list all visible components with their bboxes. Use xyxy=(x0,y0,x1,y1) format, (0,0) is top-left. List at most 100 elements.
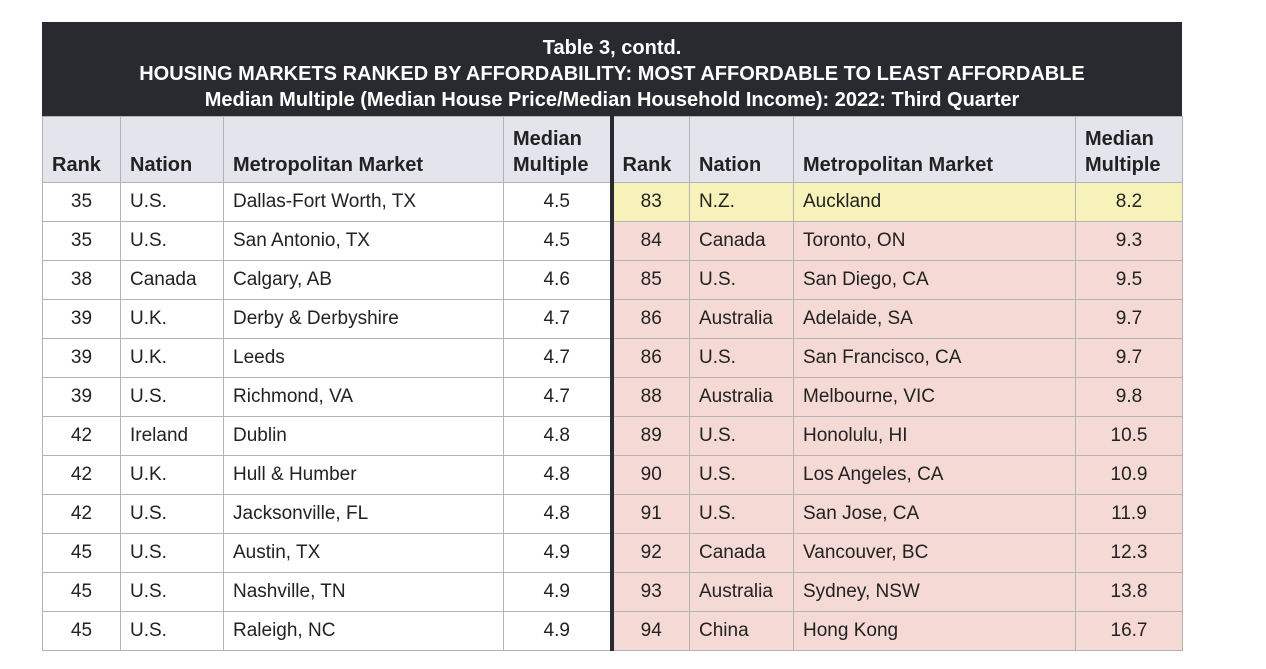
cell-rank-left: 45 xyxy=(42,611,121,651)
table-row: 39 U.K. Leeds 4.7 86 U.S. San Francisco, CA 9.7 xyxy=(42,338,1183,378)
cell-nation-right: U.S. xyxy=(689,494,794,534)
header-rank-left: Rank xyxy=(42,116,121,183)
cell-market-right: San Francisco, CA xyxy=(793,338,1076,378)
cell-nation-right: China xyxy=(689,611,794,651)
cell-multiple-right: 10.5 xyxy=(1075,416,1183,456)
cell-multiple-left: 4.9 xyxy=(503,572,612,612)
cell-rank-right: 85 xyxy=(609,260,690,300)
header-nation-left: Nation xyxy=(120,116,224,183)
cell-rank-left: 42 xyxy=(42,494,121,534)
cell-multiple-right: 8.2 xyxy=(1075,182,1183,222)
cell-market-right: Adelaide, SA xyxy=(793,299,1076,339)
cell-rank-left: 45 xyxy=(42,533,121,573)
cell-market-right: Melbourne, VIC xyxy=(793,377,1076,417)
cell-market-left: Nashville, TN xyxy=(223,572,504,612)
cell-rank-right: 94 xyxy=(609,611,690,651)
cell-market-left: Dallas-Fort Worth, TX xyxy=(223,182,504,222)
cell-multiple-right: 9.8 xyxy=(1075,377,1183,417)
cell-nation-left: Canada xyxy=(120,260,224,300)
cell-market-left: San Antonio, TX xyxy=(223,221,504,261)
cell-multiple-right: 9.5 xyxy=(1075,260,1183,300)
cell-nation-right: Australia xyxy=(689,377,794,417)
cell-market-right: Auckland xyxy=(793,182,1076,222)
header-rank-right: Rank xyxy=(609,116,690,183)
table-body: 35 U.S. Dallas-Fort Worth, TX 4.5 83 N.Z. Auck… xyxy=(42,182,1183,651)
table-row: 45 U.S. Austin, TX 4.9 92 Canada Vancouver, BC… xyxy=(42,533,1183,573)
cell-rank-left: 38 xyxy=(42,260,121,300)
cell-nation-right: U.S. xyxy=(689,260,794,300)
cell-rank-left: 39 xyxy=(42,299,121,339)
cell-rank-right: 83 xyxy=(609,182,690,222)
cell-market-left: Richmond, VA xyxy=(223,377,504,417)
cell-nation-right: U.S. xyxy=(689,338,794,378)
cell-nation-left: U.S. xyxy=(120,533,224,573)
cell-nation-left: U.S. xyxy=(120,572,224,612)
header-multiple-line2: Multiple xyxy=(513,154,589,176)
cell-rank-left: 45 xyxy=(42,572,121,612)
cell-market-right: Honolulu, HI xyxy=(793,416,1076,456)
table-title: HOUSING MARKETS RANKED BY AFFORDABILITY:… xyxy=(139,63,1085,85)
cell-market-right: Toronto, ON xyxy=(793,221,1076,261)
cell-market-left: Derby & Derbyshire xyxy=(223,299,504,339)
cell-multiple-left: 4.7 xyxy=(503,377,612,417)
table-row: 35 U.S. Dallas-Fort Worth, TX 4.5 83 N.Z. Auck… xyxy=(42,182,1183,222)
table-row: 38 Canada Calgary, AB 4.6 85 U.S. San Diego, C… xyxy=(42,260,1183,300)
cell-nation-right: U.S. xyxy=(689,455,794,495)
header-multiple-line1: Median xyxy=(513,128,582,150)
header-market-right: Metropolitan Market xyxy=(793,116,1076,183)
cell-rank-left: 39 xyxy=(42,338,121,378)
cell-market-left: Leeds xyxy=(223,338,504,378)
cell-market-right: Los Angeles, CA xyxy=(793,455,1076,495)
header-row: Rank Nation Metropolitan Market Median Mu… xyxy=(42,116,1183,183)
header-multiple-left: Median Multiple xyxy=(503,116,612,183)
cell-nation-left: U.K. xyxy=(120,455,224,495)
table-caption: Table 3, contd. xyxy=(542,37,682,59)
table-title-block: Table 3, contd. HOUSING MARKETS RANKED B… xyxy=(42,22,1182,116)
cell-multiple-left: 4.9 xyxy=(503,611,612,651)
table-row: 45 U.S. Raleigh, NC 4.9 94 China Hong Kong 16.7 xyxy=(42,611,1183,651)
cell-multiple-right: 9.7 xyxy=(1075,338,1183,378)
cell-nation-right: Australia xyxy=(689,299,794,339)
cell-market-right: Sydney, NSW xyxy=(793,572,1076,612)
cell-market-left: Dublin xyxy=(223,416,504,456)
cell-nation-right: Canada xyxy=(689,221,794,261)
cell-rank-right: 88 xyxy=(609,377,690,417)
cell-market-right: San Diego, CA xyxy=(793,260,1076,300)
cell-rank-right: 91 xyxy=(609,494,690,534)
cell-nation-right: U.S. xyxy=(689,416,794,456)
header-market-left: Metropolitan Market xyxy=(223,116,504,183)
cell-nation-left: U.S. xyxy=(120,182,224,222)
cell-market-left: Jacksonville, FL xyxy=(223,494,504,534)
header-multiple-line1: Median xyxy=(1085,128,1154,150)
cell-multiple-right: 9.3 xyxy=(1075,221,1183,261)
cell-multiple-left: 4.6 xyxy=(503,260,612,300)
cell-market-left: Hull & Humber xyxy=(223,455,504,495)
cell-rank-right: 86 xyxy=(609,338,690,378)
cell-rank-left: 35 xyxy=(42,182,121,222)
cell-rank-left: 39 xyxy=(42,377,121,417)
cell-rank-right: 92 xyxy=(609,533,690,573)
table-row: 45 U.S. Nashville, TN 4.9 93 Australia Sydney,… xyxy=(42,572,1183,612)
cell-rank-right: 89 xyxy=(609,416,690,456)
cell-rank-left: 35 xyxy=(42,221,121,261)
cell-nation-left: U.S. xyxy=(120,377,224,417)
cell-market-left: Austin, TX xyxy=(223,533,504,573)
cell-rank-right: 84 xyxy=(609,221,690,261)
cell-nation-left: Ireland xyxy=(120,416,224,456)
header-nation-right: Nation xyxy=(689,116,794,183)
cell-nation-left: U.K. xyxy=(120,299,224,339)
table-container: Table 3, contd. HOUSING MARKETS RANKED B… xyxy=(42,22,1183,651)
cell-nation-left: U.S. xyxy=(120,611,224,651)
cell-multiple-left: 4.5 xyxy=(503,221,612,261)
cell-multiple-right: 16.7 xyxy=(1075,611,1183,651)
cell-market-left: Raleigh, NC xyxy=(223,611,504,651)
cell-multiple-left: 4.8 xyxy=(503,416,612,456)
table-row: 39 U.S. Richmond, VA 4.7 88 Australia Melbourn… xyxy=(42,377,1183,417)
cell-rank-left: 42 xyxy=(42,416,121,456)
cell-market-right: Hong Kong xyxy=(793,611,1076,651)
table-row: 42 U.K. Hull & Humber 4.8 90 U.S. Los Angeles,… xyxy=(42,455,1183,495)
cell-market-left: Calgary, AB xyxy=(223,260,504,300)
cell-multiple-right: 12.3 xyxy=(1075,533,1183,573)
cell-nation-right: Australia xyxy=(689,572,794,612)
cell-multiple-left: 4.8 xyxy=(503,455,612,495)
